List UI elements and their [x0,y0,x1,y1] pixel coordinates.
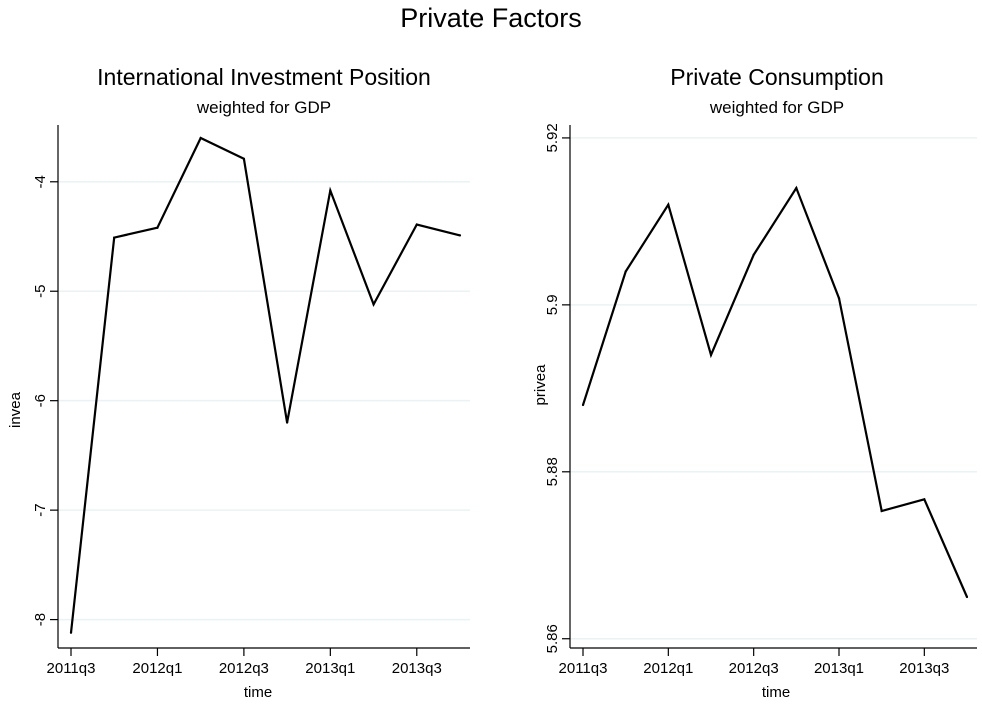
series-line [69,136,461,633]
investment-position-panel: International Investment Position weight… [7,64,470,701]
consumption-plot-area: 5.86 5.88 5.9 5.92 2011q3 2012q1 2012q3 2013q1 2… [544,123,977,677]
data-point [242,157,245,160]
x-tick-label: 2013q1 [305,660,355,677]
data-point [795,186,798,190]
x-tick-label: 2013q3 [392,660,442,677]
y-tick-label: -7 [32,503,49,516]
y-tick-label: 5.92 [544,123,561,152]
y-tick-label: -5 [32,285,49,298]
data-point [329,189,332,192]
x-tick-label: 2013q1 [814,660,864,677]
y-tick-label: 5.86 [544,624,561,653]
data-point [667,203,670,206]
y-tick-label: 5.88 [544,457,561,486]
x-tick-label: 2012q3 [729,660,779,677]
panel-subtitle: weighted for GDP [709,98,844,117]
data-point [156,226,159,229]
x-tick-label: 2012q1 [643,660,693,677]
y-axis-label: invea [7,391,24,428]
y-tick-label: -8 [32,613,49,626]
data-point [415,223,418,226]
x-axis-label: time [244,684,272,701]
x-tick-label: 2012q3 [219,660,269,677]
data-point [372,303,375,306]
y-tick-label: 5.9 [544,294,561,315]
data-point [69,631,73,634]
series-line [581,185,969,598]
x-axis-label: time [762,684,790,701]
data-point [624,270,627,273]
private-consumption-panel: Private Consumption weighted for GDP pri… [532,64,977,701]
y-axis-label: privea [532,364,549,406]
panel-subtitle: weighted for GDP [196,98,331,117]
data-point [752,253,755,256]
data-point [581,403,585,407]
y-tick-label: -6 [32,394,49,407]
figure-title: Private Factors [400,3,582,33]
x-tick-label: 2011q3 [559,660,608,677]
x-tick-label: 2011q3 [47,660,96,677]
panel-title: International Investment Position [97,64,431,90]
data-point [113,236,116,239]
data-point [837,297,841,300]
data-point [880,509,883,513]
data-point [199,136,202,140]
data-point [965,595,969,599]
data-point [286,421,289,424]
x-tick-label: 2013q3 [899,660,949,677]
panel-title: Private Consumption [670,64,884,90]
investment-plot-area: -8 -7 -6 -5 -4 2011q3 2012q1 2012q3 2013q1 2013q3 [32,125,470,677]
y-tick-label: -4 [32,175,49,188]
data-point [458,234,462,237]
data-point [923,498,926,501]
x-tick-label: 2012q1 [132,660,182,677]
data-point [709,353,713,357]
